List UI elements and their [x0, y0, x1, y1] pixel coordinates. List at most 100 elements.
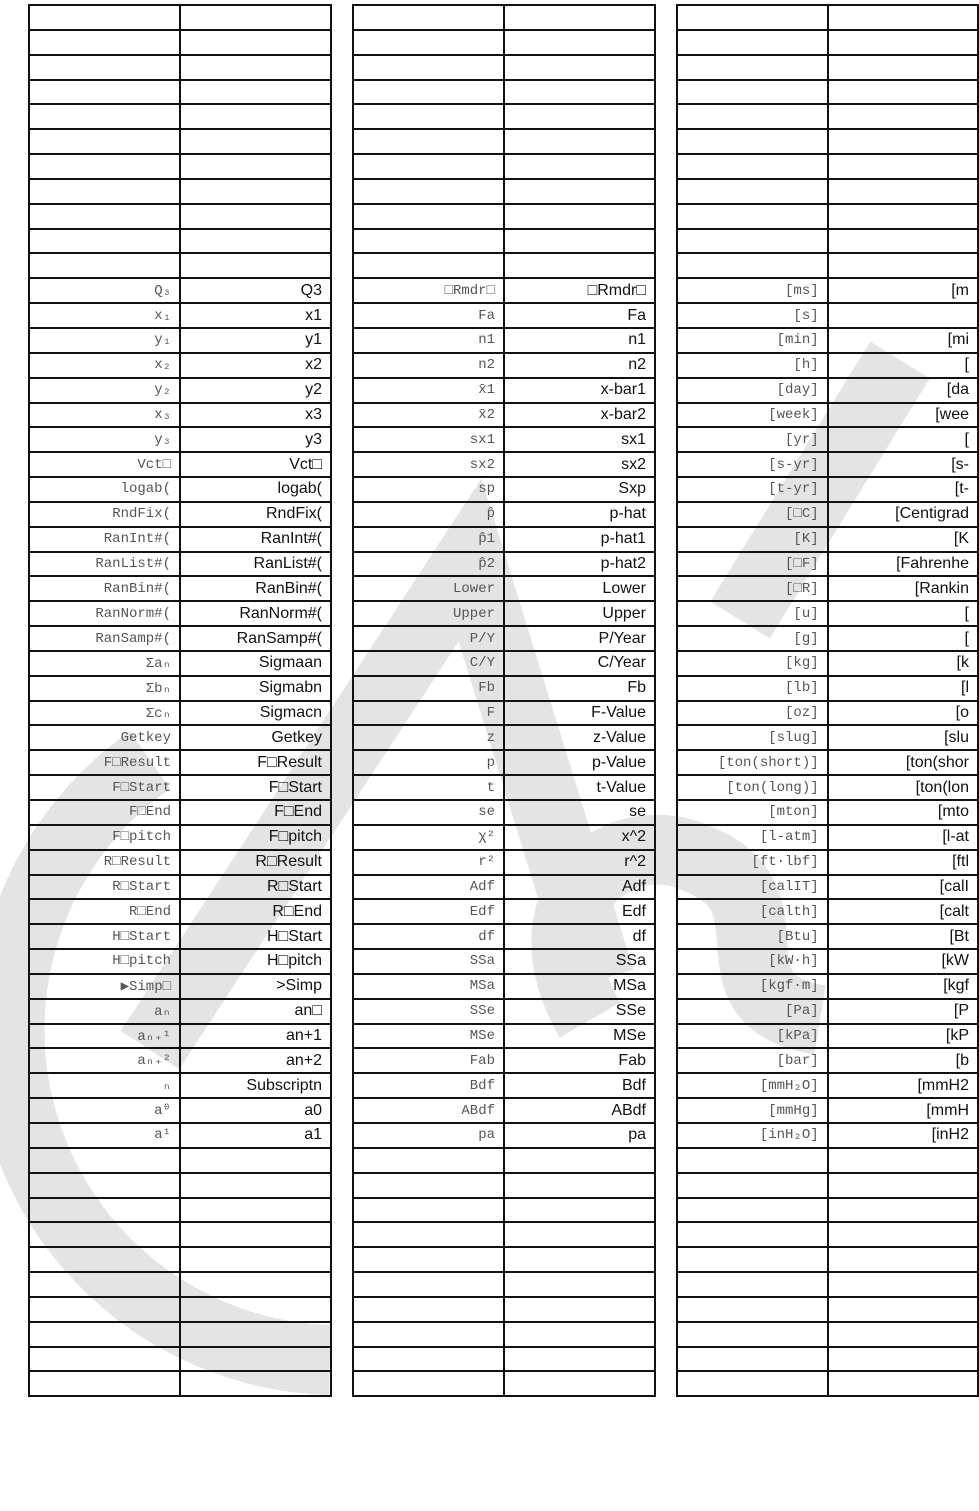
command-cell: SSa	[352, 948, 505, 975]
text-cell	[179, 228, 332, 255]
table-row: Σaₙ Sigmaan	[28, 650, 332, 677]
text-cell: [Centigrad	[827, 501, 979, 528]
command-cell	[676, 29, 829, 56]
table-row: y₂ y2	[28, 377, 332, 404]
command-cell	[28, 1197, 181, 1224]
text-cell: [slu	[827, 724, 979, 752]
empty-row	[352, 103, 656, 131]
command-cell	[352, 79, 505, 106]
command-cell: ABdf	[352, 1097, 505, 1124]
command-cell	[28, 29, 181, 56]
text-cell: n2	[503, 352, 656, 379]
command-cell: y₃	[28, 426, 181, 454]
empty-row	[676, 103, 979, 131]
text-cell	[827, 252, 979, 280]
table-row: [g][	[676, 625, 979, 652]
text-cell: [b	[827, 1047, 979, 1075]
text-cell	[827, 79, 979, 106]
command-cell: [slug]	[676, 724, 829, 752]
empty-row	[28, 1221, 332, 1249]
command-cell: F□pitch	[28, 824, 181, 851]
command-cell	[676, 228, 829, 255]
table-row: [oz] [o	[676, 700, 979, 727]
text-cell: [	[827, 625, 979, 652]
empty-row	[352, 1172, 656, 1199]
command-cell: [h]	[676, 352, 829, 379]
command-cell	[352, 178, 505, 205]
text-cell: t-Value	[503, 774, 656, 801]
text-cell: x-bar1	[503, 377, 656, 404]
empty-row	[676, 252, 979, 280]
text-cell: an+1	[179, 1023, 332, 1050]
command-cell: [mton]	[676, 799, 829, 826]
command-cell	[28, 4, 181, 31]
command-cell: Upper	[352, 600, 505, 628]
table-row: [ton(short)] [ton(shor	[676, 749, 979, 777]
text-cell: z-Value	[503, 724, 656, 752]
empty-row	[352, 54, 656, 81]
table-row: P/Y P/Year	[352, 625, 656, 652]
table-row: [slug] [slu	[676, 724, 979, 752]
text-cell: a0	[179, 1097, 332, 1124]
text-cell: n1	[503, 327, 656, 354]
table-row: H□Start H□Start	[28, 923, 332, 951]
command-cell: [u]	[676, 600, 829, 628]
command-cell: x̄1	[352, 377, 505, 404]
text-cell	[827, 1197, 979, 1224]
text-cell: Sigmacn	[179, 700, 332, 727]
command-cell: y₁	[28, 327, 181, 354]
text-cell	[179, 1221, 332, 1249]
text-cell	[827, 302, 979, 329]
empty-row	[676, 1197, 979, 1224]
command-cell	[352, 103, 505, 131]
table-row: [min] [mi	[676, 327, 979, 354]
text-cell: x2	[179, 352, 332, 379]
empty-row	[676, 1321, 979, 1348]
empty-row	[352, 128, 656, 156]
text-cell	[179, 1346, 332, 1373]
text-cell: Q3	[179, 277, 332, 305]
table-row: SSe SSe	[352, 998, 656, 1025]
table-row: aₙ₊¹ an+1	[28, 1023, 332, 1050]
command-cell	[676, 1321, 829, 1348]
text-cell: p-Value	[503, 749, 656, 777]
table-row: logab(logab(	[28, 476, 332, 503]
text-cell: [	[827, 600, 979, 628]
empty-row	[352, 228, 656, 255]
text-cell: [ton(shor	[827, 749, 979, 777]
text-cell: Adf	[503, 874, 656, 901]
table-row: ₙ Subscriptn	[28, 1072, 332, 1100]
command-cell: F□End	[28, 799, 181, 826]
command-cell: [inH₂O]	[676, 1122, 829, 1149]
table-row: [week] [wee	[676, 402, 979, 429]
table-row: x₂ x2	[28, 352, 332, 379]
text-cell: [P	[827, 998, 979, 1025]
text-cell: [m	[827, 277, 979, 305]
text-cell: [Fahrenhe	[827, 551, 979, 578]
text-cell: pa	[503, 1122, 656, 1149]
command-cell: [lb]	[676, 675, 829, 702]
command-cell: MSe	[352, 1023, 505, 1050]
text-cell	[827, 1147, 979, 1174]
text-cell: Fb	[503, 675, 656, 702]
empty-row	[676, 1246, 979, 1274]
text-cell: [mmH2	[827, 1072, 979, 1100]
text-cell	[503, 1271, 656, 1298]
empty-row	[28, 203, 332, 230]
table-row: [t-yr] [t-	[676, 476, 979, 503]
command-cell	[28, 178, 181, 205]
command-cell	[28, 1246, 181, 1274]
table-row: aₙ an□	[28, 998, 332, 1025]
empty-row	[352, 1246, 656, 1274]
command-cell	[28, 252, 181, 280]
text-cell: Sigmaan	[179, 650, 332, 677]
command-cell	[676, 1370, 829, 1398]
command-cell	[28, 228, 181, 255]
command-cell: y₂	[28, 377, 181, 404]
table-row: pa pa	[352, 1122, 656, 1149]
empty-row	[28, 1296, 332, 1323]
empty-row	[28, 1370, 332, 1398]
command-cell: [kgf·m]	[676, 973, 829, 1000]
table-row: Fa Fa	[352, 302, 656, 329]
command-cell: H□pitch	[28, 948, 181, 975]
